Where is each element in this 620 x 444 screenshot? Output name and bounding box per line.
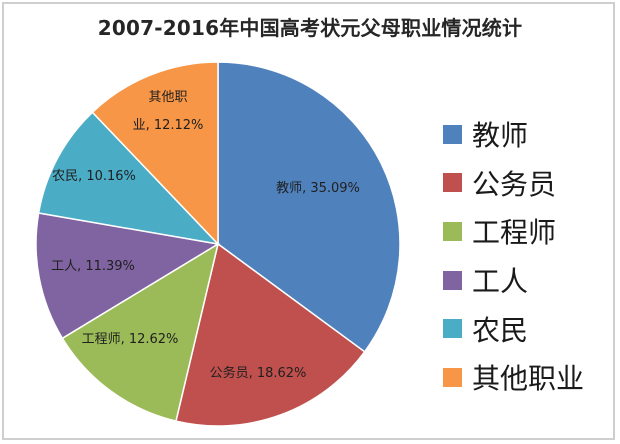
slice-data-label: 工程师, 12.62% <box>82 332 179 347</box>
legend-swatch <box>443 173 462 193</box>
legend-item-farmer: 农民 <box>443 304 613 353</box>
pie-slice <box>61 242 220 422</box>
slice-data-label: 其他职业, 12.12% <box>133 90 204 133</box>
slice-data-label: 工人, 11.39% <box>51 259 135 274</box>
legend-label: 其他职业 <box>472 362 585 396</box>
pie-slice <box>175 242 366 427</box>
slice-data-label: 教师, 35.09% <box>276 180 360 196</box>
legend-swatch <box>443 124 462 144</box>
legend-label: 教师 <box>472 119 529 153</box>
slice-data-label: 农民, 10.16% <box>52 169 136 184</box>
pie-slice <box>217 61 401 353</box>
legend-swatch <box>443 221 462 241</box>
legend: 教师 公务员 工程师 工人 农民 其他职业 <box>443 110 613 402</box>
chart-title: 2007-2016年中国高考状元父母职业情况统计 <box>97 16 523 40</box>
slice-data-label: 公务员, 18.62% <box>210 365 307 381</box>
legend-label: 工程师 <box>472 216 557 250</box>
legend-item-engineer: 工程师 <box>443 207 613 256</box>
legend-label: 公务员 <box>472 167 557 201</box>
legend-swatch <box>443 319 462 339</box>
legend-item-other: 其他职业 <box>443 353 613 402</box>
legend-label: 工人 <box>472 265 529 299</box>
legend-swatch <box>443 270 462 290</box>
legend-item-civil-servant: 公务员 <box>443 159 613 208</box>
pie-slice <box>91 61 219 246</box>
pie-slice <box>37 111 221 246</box>
legend-label: 农民 <box>472 313 529 347</box>
legend-item-teacher: 教师 <box>443 110 613 159</box>
legend-item-worker: 工人 <box>443 256 613 305</box>
legend-swatch <box>443 367 462 387</box>
pie-slice <box>35 212 221 340</box>
